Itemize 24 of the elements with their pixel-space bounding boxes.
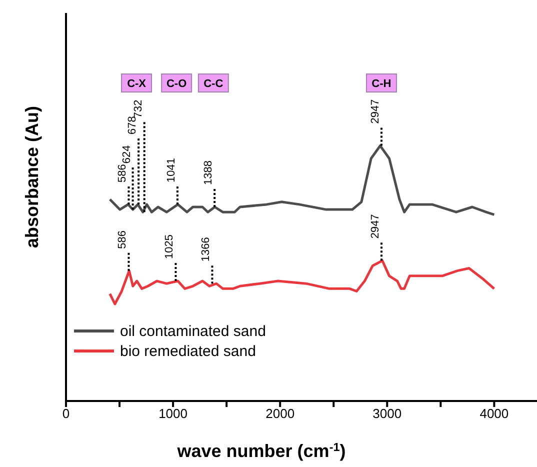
annotation: 678 [126,116,139,134]
text: C-X [127,78,147,90]
text: C-C [204,78,224,90]
annotation: 2947 [369,214,382,239]
x-tick-label: 0 [62,406,70,422]
annotation: 2947 [369,99,382,124]
y-axis-title: absorbance (Au) [22,106,42,248]
legend-label: bio remediated sand [120,342,256,360]
x-tick-label: 2000 [266,406,295,422]
annotation: 1388 [202,160,215,185]
annotation: 586 [116,230,129,249]
x-axis-title: wave number (cm$^{-1}$) [176,440,346,461]
x-tick-label: 1000 [158,406,188,422]
annotation: 624 [120,145,133,164]
x-tick-label: 3000 [372,406,402,422]
text: C-H [372,78,392,90]
annotation: 586 [116,164,129,182]
annotation: 1025 [164,234,176,260]
annotation: 1041 [165,158,178,182]
text: C-O [166,78,188,90]
legend-label: oil contaminated sand [120,322,266,340]
annotation: 732 [132,100,144,118]
annotation: 1366 [200,237,212,262]
x-tick-label: 4000 [480,406,509,422]
